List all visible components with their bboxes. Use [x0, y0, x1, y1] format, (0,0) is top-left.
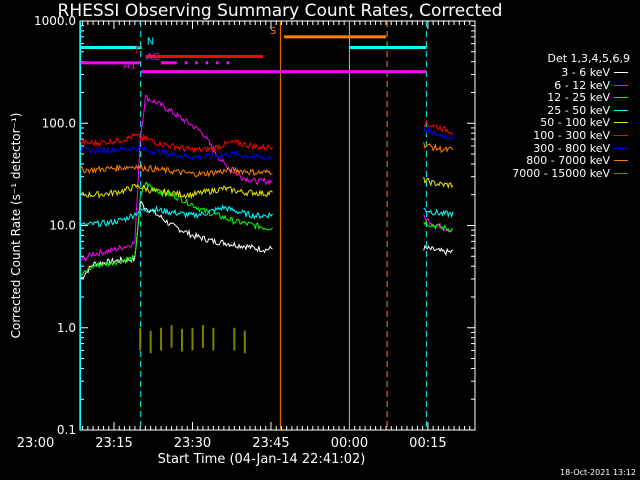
flag-n-label: N: [147, 37, 154, 48]
legend-label: 300 - 800 keV: [533, 141, 610, 155]
legend-swatch: [614, 72, 628, 73]
series-6-12-kev-line: [80, 95, 454, 263]
legend-entry: 6 - 12 keV: [476, 79, 636, 92]
legend-label: 800 - 7000 keV: [526, 154, 610, 168]
legend-swatch: [614, 147, 628, 149]
legend-label: 6 - 12 keV: [554, 78, 610, 92]
x-tick-label: 23:00: [17, 436, 54, 451]
legend-swatch: [614, 160, 628, 162]
flag-ac-label: AC: [146, 52, 160, 63]
x-tick-label: 23:15: [95, 436, 132, 451]
y-tick-label: 1000.0: [34, 14, 76, 28]
legend-entry: 800 - 7000 keV: [476, 154, 636, 167]
legend-entry: 300 - 800 keV: [476, 142, 636, 155]
legend-entry: 50 - 100 keV: [476, 116, 636, 129]
y-tick-label: 10.0: [49, 219, 76, 233]
series-25-50-kev-line: [80, 204, 454, 228]
chart-title: RHESSI Observing Summary Count Rates, Co…: [57, 1, 503, 21]
legend-swatch: [614, 134, 628, 136]
series-100-300-kev-line: [80, 119, 453, 153]
series-50-100-kev-line: [80, 176, 454, 200]
y-tick-label: 0.1: [57, 423, 76, 437]
legend-entry: 3 - 6 keV: [476, 66, 636, 79]
y-tick-label: 100.0: [42, 116, 76, 130]
legend-label: 50 - 100 keV: [540, 116, 610, 130]
legend-label: 12 - 25 keV: [547, 91, 610, 105]
flag-f-label: F: [135, 45, 141, 56]
legend-swatch: [614, 172, 628, 174]
x-tick-label: 23:45: [252, 436, 289, 451]
x-axis-label: Start Time (04-Jan-14 22:41:02): [158, 452, 366, 467]
x-tick-label: 00:00: [331, 436, 368, 451]
legend-swatch: [614, 84, 628, 86]
legend-swatch: [614, 109, 628, 111]
flag-a1-label: A1: [123, 61, 136, 72]
series-300-800-kev-line: [80, 126, 454, 162]
plot-frame: [79, 20, 476, 431]
legend-entry: 100 - 300 keV: [476, 129, 636, 142]
footer-timestamp: 18-Oct-2021 13:12: [560, 468, 636, 477]
series-800-7000-kev-line: [80, 142, 454, 178]
legend-entry: 12 - 25 keV: [476, 91, 636, 104]
legend-swatch: [614, 122, 628, 124]
legend-entry: 25 - 50 keV: [476, 104, 636, 117]
legend-label: 7000 - 15000 keV: [512, 166, 610, 180]
legend-label: 3 - 6 keV: [561, 66, 610, 79]
legend: Det 1,3,4,5,6,9 3 - 6 keV 6 - 12 keV 12 - …: [476, 52, 636, 180]
x-tick-label: 00:15: [409, 436, 446, 451]
y-tick-label: 1.0: [57, 321, 76, 335]
y-axis-label: Corrected Count Rate (s⁻¹ detector⁻¹): [9, 113, 23, 339]
x-tick-label: 23:30: [174, 436, 211, 451]
legend-label: 25 - 50 keV: [547, 103, 610, 117]
legend-title: Det 1,3,4,5,6,9: [547, 52, 630, 65]
legend-swatch: [614, 97, 628, 99]
legend-label: 100 - 300 keV: [533, 128, 610, 142]
flag-s-label: S: [270, 26, 276, 37]
legend-entry: 7000 - 15000 keV: [476, 167, 636, 180]
